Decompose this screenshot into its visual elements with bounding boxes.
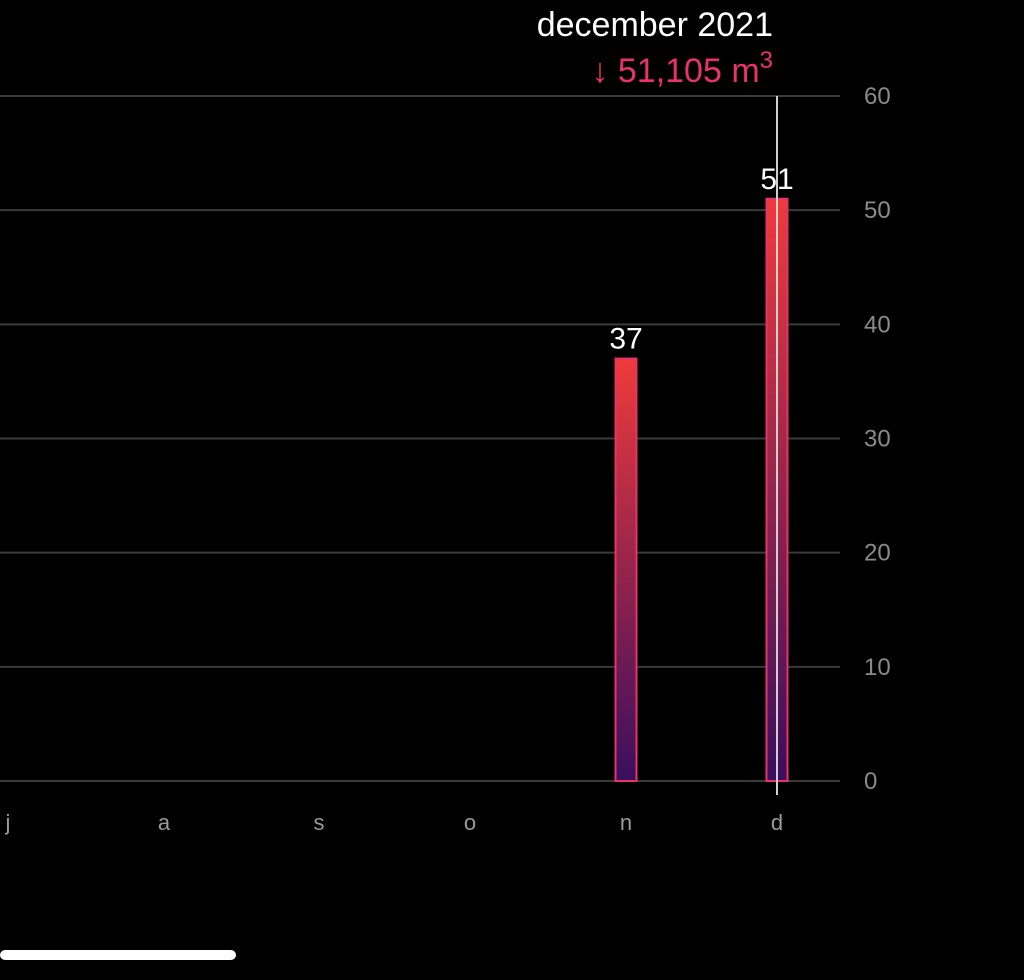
selected-value-number: 51,105 m (618, 52, 760, 90)
x-tick-label: d (771, 810, 783, 835)
y-tick-label: 20 (864, 540, 891, 567)
y-tick-label: 40 (864, 311, 891, 338)
x-tick-label: a (158, 810, 171, 835)
y-tick-label: 10 (864, 654, 891, 681)
bar-n[interactable] (614, 357, 638, 782)
bar-value-label: 37 (609, 323, 642, 356)
y-tick-label: 60 (864, 83, 891, 110)
bars[interactable] (614, 197, 789, 782)
y-tick-label: 30 (864, 426, 891, 453)
y-axis: 0 10 20 30 40 50 60 (864, 83, 891, 795)
unit-superscript: 3 (760, 47, 773, 74)
x-tick-label: o (464, 810, 476, 835)
x-tick-label: s (314, 810, 325, 835)
x-tick-label: n (620, 810, 632, 835)
x-tick-label: j (5, 810, 11, 835)
gridlines (0, 95, 840, 782)
selected-period-label: december 2021 (537, 6, 773, 44)
y-tick-label: 0 (864, 768, 877, 795)
selection-header: december 2021 ↓ 51,105 m3 (537, 6, 773, 90)
selected-value-label: ↓ 51,105 m3 (591, 47, 773, 90)
down-arrow-icon: ↓ (591, 52, 608, 90)
home-indicator[interactable] (0, 950, 236, 960)
y-tick-label: 50 (864, 197, 891, 224)
